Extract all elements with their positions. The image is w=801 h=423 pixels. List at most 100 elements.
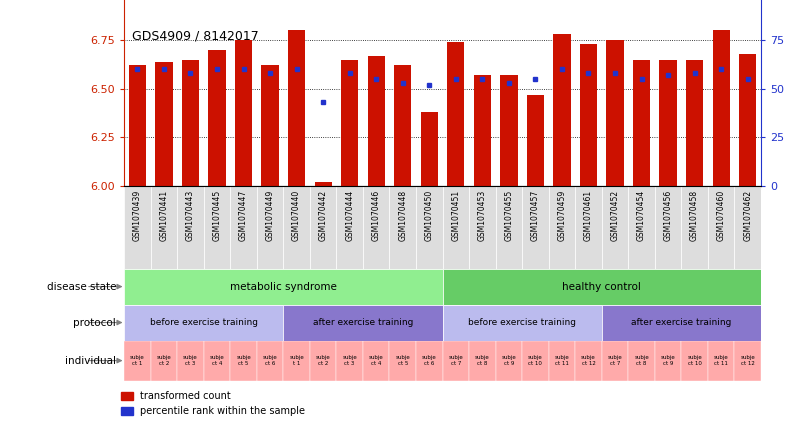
Bar bbox=[602, 305, 761, 341]
Text: subje
ct 4: subje ct 4 bbox=[368, 355, 384, 366]
Text: subje
ct 6: subje ct 6 bbox=[263, 355, 277, 366]
Bar bbox=[208, 50, 226, 186]
Bar bbox=[496, 341, 522, 381]
Text: GSM1070455: GSM1070455 bbox=[505, 190, 513, 242]
Text: GSM1070439: GSM1070439 bbox=[133, 190, 142, 242]
Bar bbox=[416, 186, 442, 269]
Bar bbox=[288, 30, 305, 186]
Bar bbox=[363, 186, 389, 269]
Text: subje
ct 8: subje ct 8 bbox=[634, 355, 649, 366]
Bar bbox=[416, 341, 442, 381]
Text: subje
ct 2: subje ct 2 bbox=[316, 355, 331, 366]
Bar bbox=[124, 341, 151, 381]
Bar bbox=[310, 341, 336, 381]
Text: subje
ct 5: subje ct 5 bbox=[236, 355, 251, 366]
Bar bbox=[473, 75, 491, 186]
Text: GSM1070447: GSM1070447 bbox=[239, 190, 248, 242]
Text: GSM1070457: GSM1070457 bbox=[531, 190, 540, 242]
Text: protocol: protocol bbox=[74, 318, 116, 327]
Bar bbox=[739, 54, 756, 186]
Text: GSM1070459: GSM1070459 bbox=[557, 190, 566, 242]
Text: subje
ct 4: subje ct 4 bbox=[210, 355, 224, 366]
Bar bbox=[284, 305, 442, 341]
Text: individual: individual bbox=[65, 356, 116, 365]
Text: subje
t 1: subje t 1 bbox=[289, 355, 304, 366]
Bar bbox=[315, 182, 332, 186]
Text: GSM1070453: GSM1070453 bbox=[478, 190, 487, 242]
Bar bbox=[735, 186, 761, 269]
Bar bbox=[336, 341, 363, 381]
Bar bbox=[155, 62, 172, 186]
Bar bbox=[735, 341, 761, 381]
Text: GSM1070451: GSM1070451 bbox=[451, 190, 461, 242]
Text: before exercise training: before exercise training bbox=[150, 318, 258, 327]
Bar bbox=[633, 60, 650, 186]
Bar bbox=[235, 40, 252, 186]
Bar bbox=[522, 186, 549, 269]
Bar bbox=[442, 186, 469, 269]
Text: metabolic syndrome: metabolic syndrome bbox=[230, 282, 336, 291]
Bar bbox=[580, 44, 597, 186]
Bar bbox=[421, 112, 438, 186]
Text: GSM1070454: GSM1070454 bbox=[637, 190, 646, 242]
Text: subje
ct 12: subje ct 12 bbox=[581, 355, 596, 366]
Text: subje
ct 3: subje ct 3 bbox=[183, 355, 198, 366]
Text: subje
ct 12: subje ct 12 bbox=[740, 355, 755, 366]
Bar bbox=[363, 341, 389, 381]
Text: subje
ct 7: subje ct 7 bbox=[449, 355, 463, 366]
Bar bbox=[522, 341, 549, 381]
Bar bbox=[527, 95, 544, 186]
Bar bbox=[654, 186, 682, 269]
Bar bbox=[284, 341, 310, 381]
Bar bbox=[129, 66, 146, 186]
Bar bbox=[602, 186, 628, 269]
Text: GSM1070450: GSM1070450 bbox=[425, 190, 434, 242]
Bar bbox=[549, 341, 575, 381]
Bar bbox=[606, 40, 624, 186]
Text: after exercise training: after exercise training bbox=[631, 318, 731, 327]
Text: GSM1070462: GSM1070462 bbox=[743, 190, 752, 242]
Bar bbox=[257, 341, 284, 381]
Text: subje
ct 11: subje ct 11 bbox=[714, 355, 729, 366]
Text: GSM1070445: GSM1070445 bbox=[212, 190, 222, 242]
Text: GSM1070446: GSM1070446 bbox=[372, 190, 380, 242]
Text: disease state: disease state bbox=[46, 282, 116, 291]
Bar bbox=[469, 186, 496, 269]
Text: GSM1070443: GSM1070443 bbox=[186, 190, 195, 242]
Bar bbox=[442, 341, 469, 381]
Bar bbox=[442, 269, 761, 305]
Bar bbox=[447, 42, 465, 186]
Bar bbox=[575, 341, 602, 381]
Text: GSM1070456: GSM1070456 bbox=[663, 190, 673, 242]
Bar bbox=[124, 186, 151, 269]
Bar bbox=[151, 186, 177, 269]
Text: GSM1070440: GSM1070440 bbox=[292, 190, 301, 242]
Bar bbox=[389, 341, 416, 381]
Bar bbox=[469, 341, 496, 381]
Bar bbox=[708, 186, 735, 269]
Text: before exercise training: before exercise training bbox=[468, 318, 576, 327]
Bar bbox=[203, 186, 231, 269]
Text: GSM1070448: GSM1070448 bbox=[398, 190, 407, 242]
Text: GSM1070441: GSM1070441 bbox=[159, 190, 168, 242]
Bar bbox=[602, 341, 628, 381]
Text: healthy control: healthy control bbox=[562, 282, 641, 291]
Text: subje
ct 7: subje ct 7 bbox=[608, 355, 622, 366]
Bar bbox=[442, 305, 602, 341]
Text: subje
ct 11: subje ct 11 bbox=[554, 355, 570, 366]
Bar bbox=[231, 186, 257, 269]
Bar bbox=[394, 66, 412, 186]
Bar bbox=[654, 341, 682, 381]
Text: GSM1070461: GSM1070461 bbox=[584, 190, 593, 242]
Bar bbox=[284, 186, 310, 269]
Bar bbox=[708, 341, 735, 381]
Bar bbox=[182, 60, 199, 186]
Bar bbox=[261, 66, 279, 186]
Text: subje
ct 3: subje ct 3 bbox=[342, 355, 357, 366]
Text: GSM1070444: GSM1070444 bbox=[345, 190, 354, 242]
Bar bbox=[151, 341, 177, 381]
Bar bbox=[177, 186, 203, 269]
Bar bbox=[553, 34, 570, 186]
Bar bbox=[368, 56, 384, 186]
Bar bbox=[713, 30, 730, 186]
